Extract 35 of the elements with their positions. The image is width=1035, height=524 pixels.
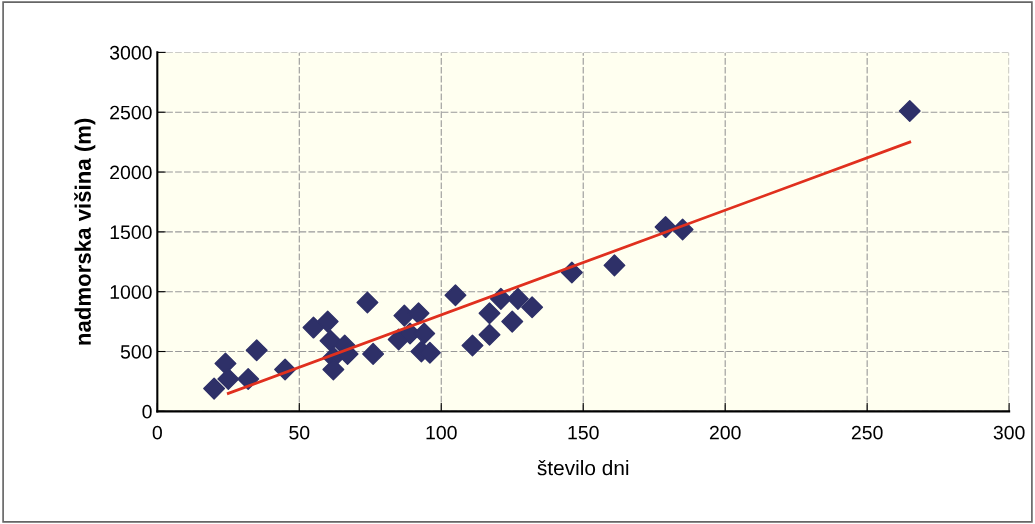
y-tick-label: 500 xyxy=(120,344,152,359)
x-tick-label: 200 xyxy=(709,425,741,440)
y-tick-label: 1000 xyxy=(110,285,152,299)
x-tick-label: 50 xyxy=(289,425,310,440)
y-tick-label: 3000 xyxy=(109,45,152,60)
point xyxy=(461,334,484,357)
x-tick-label: 0 xyxy=(152,425,162,440)
y-axis-title: nadmorska višina (m) xyxy=(74,118,96,345)
point xyxy=(501,310,524,333)
point xyxy=(362,342,385,365)
y-tick-label: 1500 xyxy=(110,225,152,240)
point xyxy=(302,316,325,339)
point xyxy=(316,310,339,333)
x-axis-title: število dni xyxy=(537,459,629,476)
point xyxy=(407,302,430,325)
point xyxy=(245,339,268,362)
y-tick-label: 2000 xyxy=(110,165,152,180)
y-tick-label: 2500 xyxy=(110,105,152,120)
point xyxy=(478,323,501,346)
point xyxy=(217,368,240,391)
point xyxy=(237,368,260,391)
point xyxy=(521,296,544,319)
x-tick-label: 100 xyxy=(426,425,457,440)
point xyxy=(478,302,501,325)
x-tick-label: 250 xyxy=(851,425,883,440)
point xyxy=(444,284,467,307)
x-tick-label: 300 xyxy=(993,425,1025,440)
y-tick-label: 0 xyxy=(142,404,152,419)
x-tick-label: 150 xyxy=(568,425,599,440)
point xyxy=(203,377,226,400)
point xyxy=(603,254,626,277)
point xyxy=(356,291,379,314)
point xyxy=(214,352,237,375)
point xyxy=(506,287,529,310)
point xyxy=(898,100,921,123)
